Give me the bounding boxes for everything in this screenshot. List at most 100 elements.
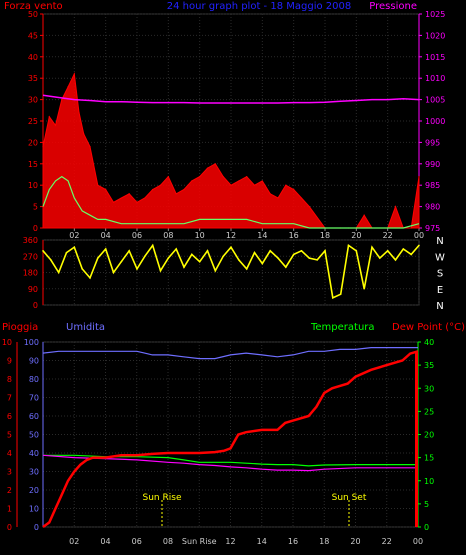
y2-tick-label: 990 (425, 160, 440, 169)
x-tick-label: 18 (320, 231, 330, 240)
temperature-tick-label: 5 (424, 500, 429, 509)
wind-speed-point (83, 133, 85, 135)
series-pressure (42, 94, 420, 104)
y2-tick-label: 1005 (425, 96, 445, 105)
y2-tick-label: 1000 (425, 117, 445, 126)
wind-direction-point (300, 250, 303, 252)
wind-speed-point (308, 206, 310, 208)
wind-title: Forza vento (4, 1, 63, 12)
y-tick-label: 180 (23, 269, 38, 278)
wind-speed-point (152, 188, 154, 191)
compass-label: W (435, 252, 445, 263)
x-tick-label: 14 (257, 537, 267, 546)
wind-direction-point (347, 244, 350, 247)
wind-speed-point (128, 193, 130, 195)
wind-direction-point (332, 296, 334, 299)
wind-speed-point (238, 180, 240, 182)
wind-direction-point (394, 259, 397, 261)
compass-label: N (436, 301, 443, 312)
temperature-tick-label: 40 (424, 338, 434, 347)
wind-speed-point (183, 188, 185, 191)
x-tick-label: 02 (69, 231, 79, 240)
wind-speed-point (191, 180, 193, 182)
wind-direction-point (120, 260, 123, 263)
x-tick-label: 16 (289, 231, 299, 240)
y-tick-label: 360 (23, 236, 38, 245)
rain-tick-label: 2 (7, 486, 12, 495)
wind-speed-point (159, 184, 162, 186)
wind-direction-point (175, 248, 177, 250)
x-tick-label: 00 (413, 537, 423, 546)
wind-speed-point (285, 184, 287, 186)
humidity-tick-label: 40 (29, 449, 39, 458)
y-tick-label: 35 (28, 74, 38, 83)
rain-tick-label: 6 (7, 412, 12, 421)
wind-speed-point (222, 176, 224, 178)
y-tick-label: 0 (33, 224, 38, 233)
wind-speed-point (112, 201, 115, 203)
wind-speed-point (293, 188, 295, 191)
temperature-tick-label: 0 (424, 523, 429, 532)
wind-direction-point (363, 287, 365, 290)
y2-tick-label: 995 (425, 138, 440, 147)
wind-speed-point (199, 176, 201, 178)
wind-speed-point (61, 99, 63, 101)
rain-tick-label: 3 (7, 468, 12, 477)
wind-direction-point (198, 260, 201, 263)
wind-direction-point (410, 253, 412, 256)
wind-direction-point (261, 262, 264, 265)
wind-direction-point (402, 248, 405, 250)
y-tick-label: 30 (28, 96, 38, 105)
wind-direction-point (277, 257, 279, 259)
temperature-tick-label: 25 (424, 407, 434, 416)
x-tick-label: Sun Rise (182, 537, 217, 546)
x-tick-label: 22 (383, 231, 393, 240)
wind-direction-point (167, 257, 170, 259)
wind-direction-point (292, 253, 295, 256)
x-tick-label: 12 (225, 537, 235, 546)
x-tick-label: 18 (319, 537, 329, 546)
wind-speed-point (42, 146, 44, 148)
y-tick-label: 40 (28, 53, 38, 62)
wind-direction-point (97, 257, 99, 259)
wind-speed-point (144, 197, 146, 199)
x-tick-label: 06 (132, 537, 142, 546)
wind-speed-point (97, 184, 99, 186)
y-tick-label: 90 (28, 285, 38, 294)
humidity-title: Umidita (66, 322, 105, 333)
x-tick-label: 02 (69, 537, 79, 546)
wind-direction-point (238, 259, 240, 261)
wind-speed-point (206, 167, 209, 169)
wind-speed-point (73, 73, 75, 75)
sunrise-label: Sun Rise (143, 493, 182, 503)
wind-direction-point (324, 250, 326, 252)
compass-label: N (436, 236, 443, 247)
wind-speed-point (214, 163, 216, 165)
x-tick-label: 06 (132, 231, 142, 240)
wind-direction-point (386, 250, 389, 252)
wind-direction-point (285, 266, 287, 268)
wind-direction-point (191, 253, 193, 256)
temperature-title: Temperatura (310, 322, 375, 333)
wind-direction-point (355, 250, 358, 252)
chart-title: 24 hour graph plot - 18 Maggio 2008 (167, 1, 351, 12)
y-tick-label: 5 (33, 203, 38, 212)
wind-direction-point (73, 246, 76, 249)
series-rain (42, 350, 419, 529)
humidity-tick-label: 50 (29, 431, 39, 440)
y-tick-label: 0 (33, 301, 38, 310)
humidity-tick-label: 0 (34, 523, 39, 532)
x-tick-label: 04 (101, 231, 111, 240)
series-wind-average (42, 175, 420, 229)
wind-speed-point (253, 184, 256, 186)
wind-speed-point (54, 124, 57, 126)
wind-direction-point (269, 250, 271, 252)
wind-direction-point (206, 250, 209, 252)
wind-direction-point (112, 271, 115, 274)
humidity-tick-label: 80 (29, 375, 39, 384)
wind-direction-point (57, 271, 60, 274)
humidity-tick-label: 20 (29, 486, 39, 495)
y-tick-label: 15 (28, 160, 38, 169)
wind-direction-point (379, 257, 381, 259)
